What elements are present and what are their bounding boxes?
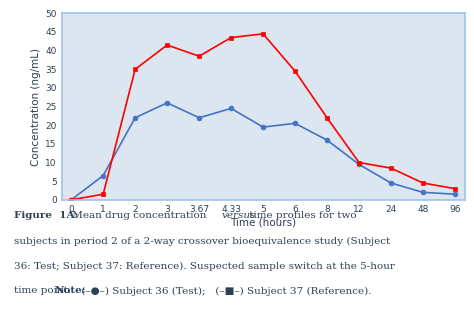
Text: Note:: Note: [55,286,86,295]
X-axis label: Time (hours): Time (hours) [230,218,296,228]
Text: subjects in period 2 of a 2-way crossover bioequivalence study (Subject: subjects in period 2 of a 2-way crossove… [14,236,391,245]
Text: time point.: time point. [14,286,74,295]
Text: time profiles for two: time profiles for two [246,211,356,220]
Text: Mean drug concentration: Mean drug concentration [69,211,210,220]
Text: (–●–) Subject 36 (Test);   (–■–) Subject 37 (Reference).: (–●–) Subject 36 (Test); (–■–) Subject 3… [78,286,372,295]
Text: Figure  1A:: Figure 1A: [14,211,79,220]
Y-axis label: Concentration (ng/mL): Concentration (ng/mL) [31,48,41,166]
Text: versus: versus [222,211,256,220]
Text: 36: Test; Subject 37: Reference). Suspected sample switch at the 5-hour: 36: Test; Subject 37: Reference). Suspec… [14,261,395,270]
